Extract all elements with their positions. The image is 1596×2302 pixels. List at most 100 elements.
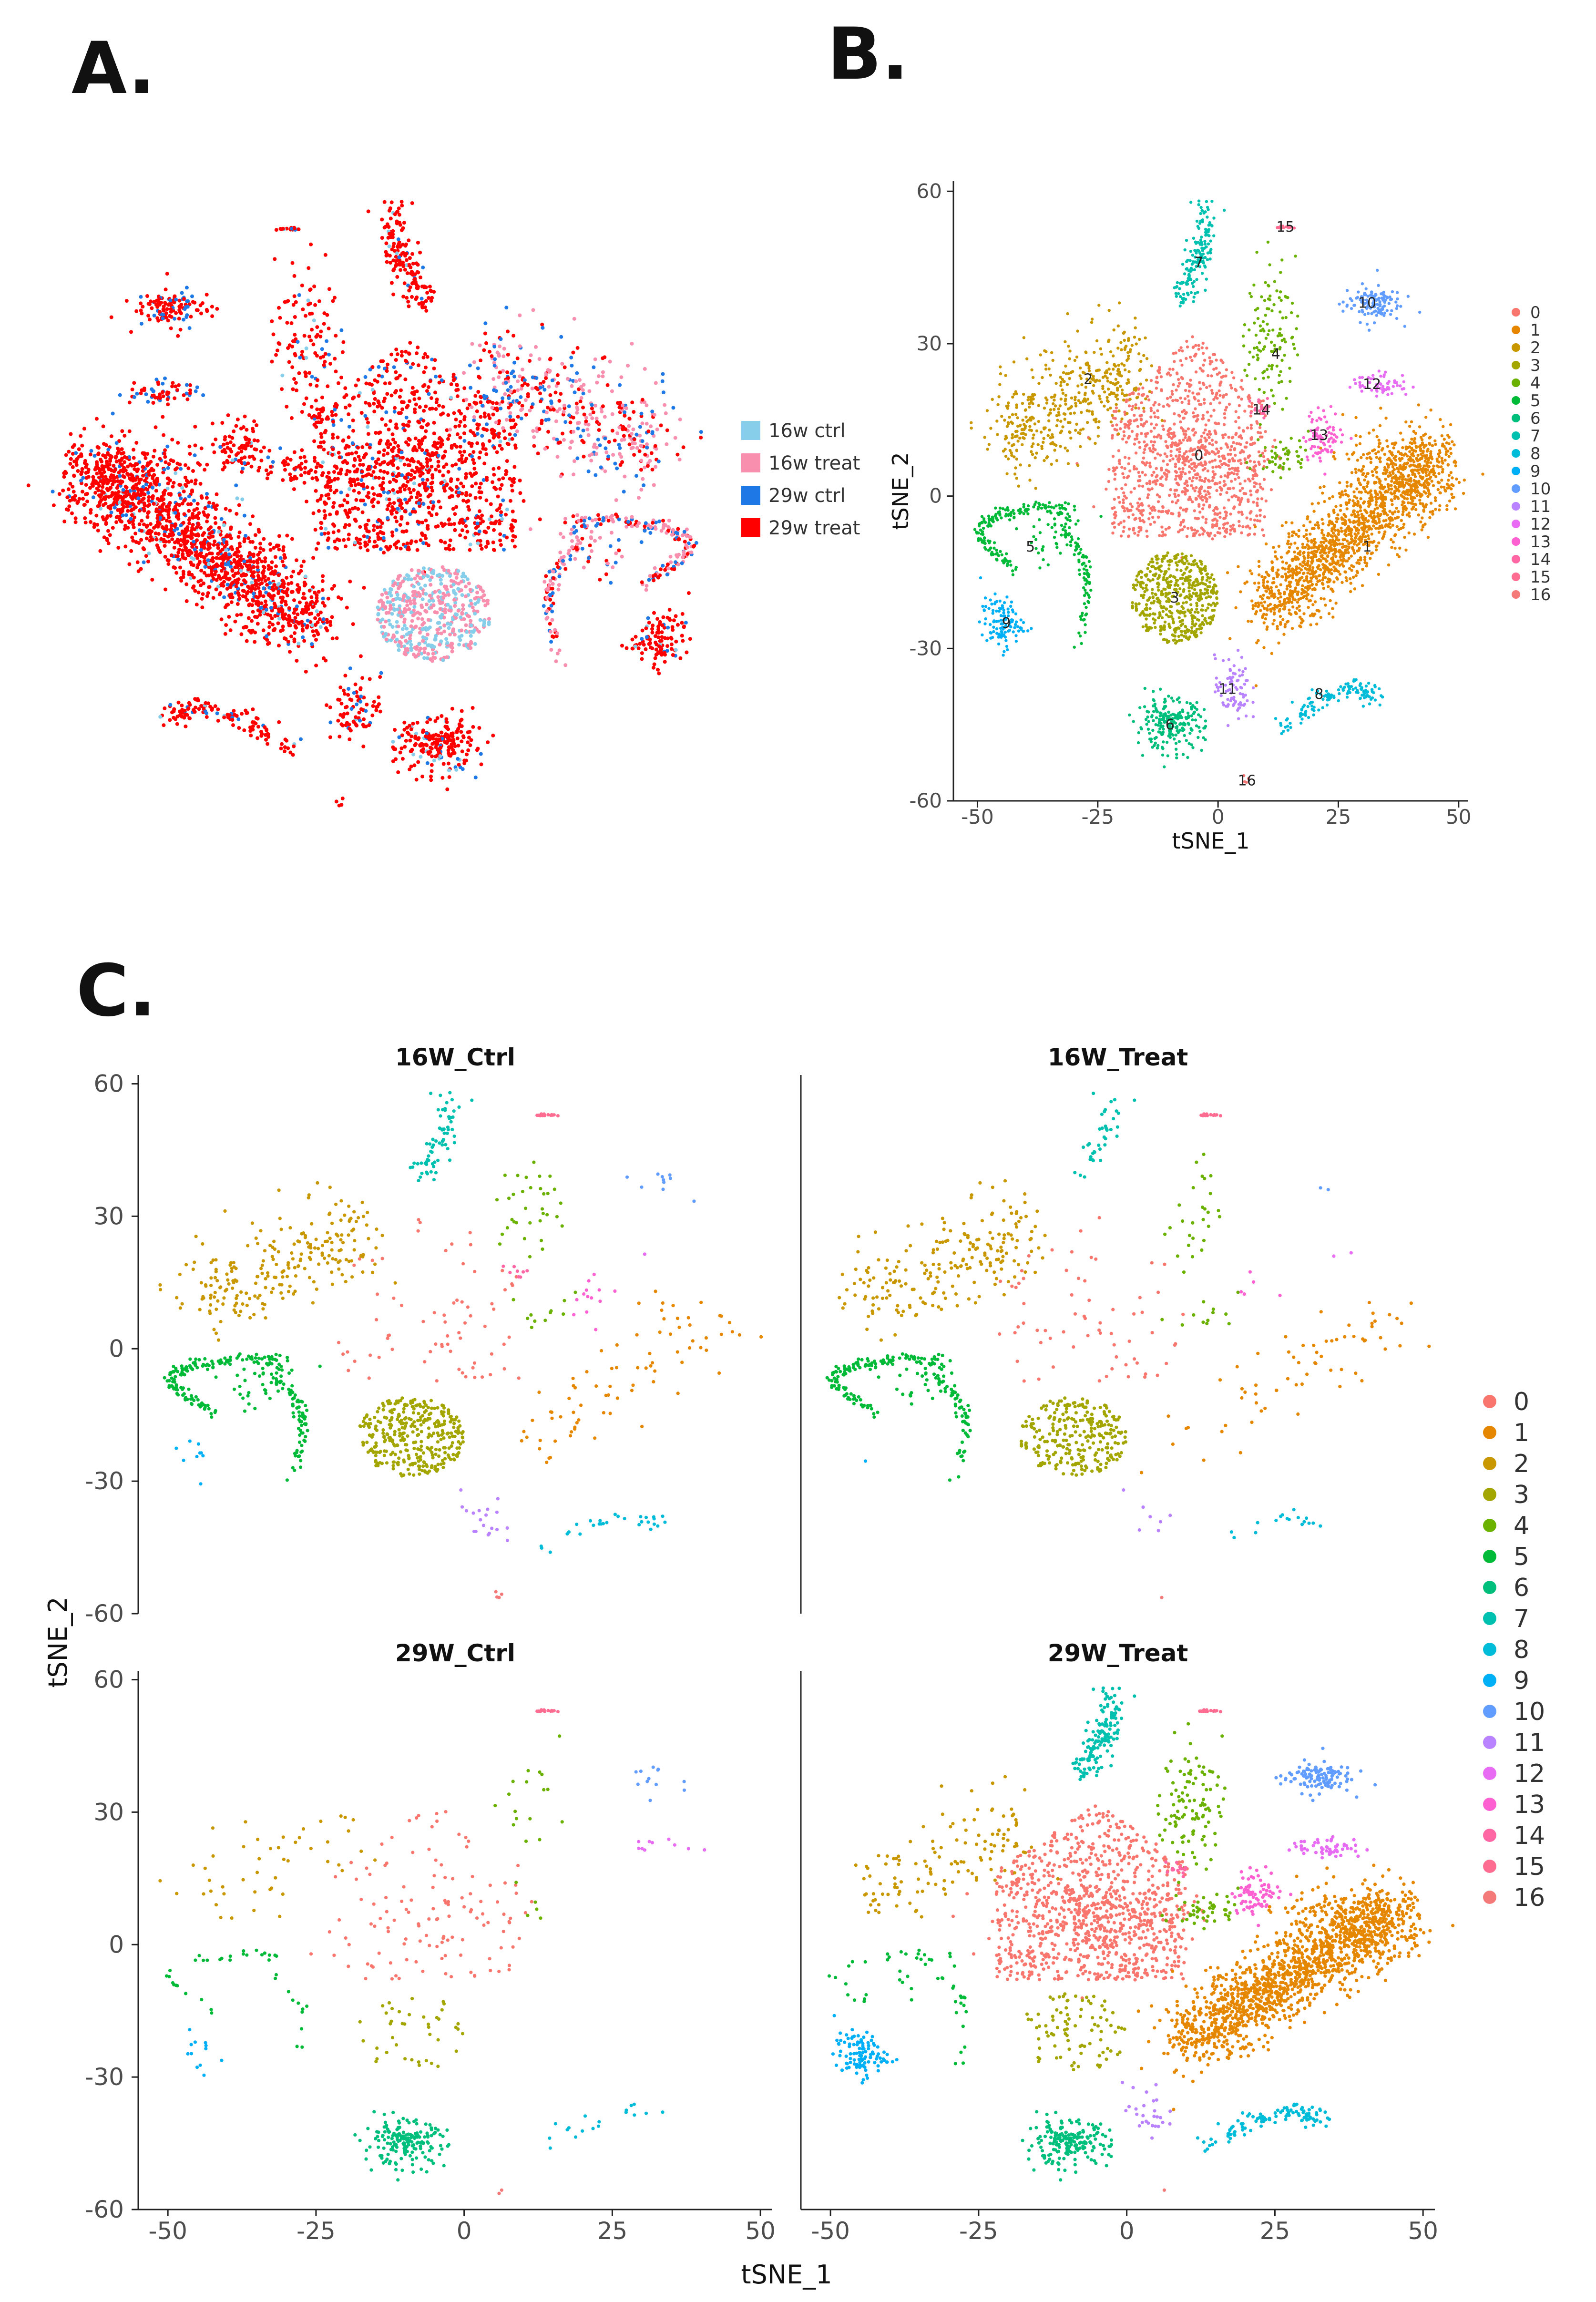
data-point bbox=[191, 522, 195, 527]
data-point bbox=[623, 414, 627, 418]
data-point bbox=[483, 415, 487, 419]
data-point bbox=[544, 376, 548, 380]
data-point bbox=[344, 405, 348, 409]
data-point bbox=[363, 541, 368, 544]
data-point bbox=[63, 470, 67, 474]
data-point bbox=[187, 573, 191, 577]
data-point bbox=[294, 620, 298, 624]
data-point bbox=[195, 308, 200, 312]
data-point bbox=[135, 560, 140, 564]
data-point bbox=[209, 525, 213, 530]
data-point bbox=[645, 421, 649, 426]
data-point bbox=[214, 570, 218, 573]
data-point bbox=[575, 421, 580, 425]
data-point bbox=[460, 709, 464, 713]
data-point bbox=[463, 574, 467, 579]
data-point bbox=[245, 625, 249, 629]
data-point bbox=[382, 399, 386, 403]
data-point bbox=[262, 586, 266, 590]
data-point bbox=[196, 522, 200, 526]
data-point bbox=[97, 475, 101, 480]
data-point bbox=[276, 591, 280, 595]
data-point bbox=[384, 632, 388, 636]
data-point bbox=[319, 435, 324, 439]
data-point bbox=[322, 509, 327, 513]
data-point bbox=[552, 576, 556, 580]
data-point bbox=[175, 539, 179, 543]
data-point bbox=[389, 593, 393, 598]
data-point bbox=[395, 219, 399, 224]
data-point bbox=[553, 628, 557, 632]
data-point bbox=[202, 706, 206, 711]
data-point bbox=[293, 333, 297, 337]
data-point bbox=[421, 266, 425, 270]
data-point bbox=[480, 513, 484, 518]
data-point bbox=[112, 464, 116, 468]
data-point bbox=[386, 491, 390, 495]
data-point bbox=[676, 527, 680, 531]
data-point bbox=[145, 488, 150, 492]
data-point bbox=[187, 494, 191, 499]
data-point bbox=[526, 394, 530, 399]
data-point bbox=[430, 769, 434, 773]
data-point bbox=[545, 609, 549, 613]
data-point bbox=[395, 453, 399, 458]
data-point bbox=[443, 522, 447, 526]
data-point bbox=[214, 521, 218, 525]
data-point bbox=[225, 576, 229, 581]
data-point bbox=[472, 467, 477, 471]
data-point bbox=[207, 546, 212, 550]
data-point bbox=[446, 748, 450, 752]
data-point bbox=[88, 452, 92, 457]
data-point bbox=[309, 595, 314, 599]
data-point bbox=[154, 537, 159, 542]
data-point bbox=[72, 474, 76, 478]
data-point bbox=[669, 635, 673, 640]
data-point bbox=[464, 398, 469, 402]
data-point bbox=[419, 297, 424, 301]
data-point bbox=[425, 603, 429, 606]
data-point bbox=[160, 503, 164, 507]
data-point bbox=[132, 456, 136, 460]
data-point bbox=[272, 602, 276, 606]
data-point bbox=[193, 300, 197, 305]
data-point bbox=[512, 360, 517, 365]
data-point bbox=[491, 521, 495, 525]
data-point bbox=[196, 532, 200, 536]
data-point bbox=[544, 574, 548, 578]
data-point bbox=[305, 601, 309, 605]
data-point bbox=[240, 470, 244, 474]
data-point bbox=[231, 723, 235, 727]
data-point bbox=[81, 497, 85, 501]
data-point bbox=[199, 526, 203, 530]
data-point bbox=[146, 399, 150, 404]
data-point bbox=[485, 475, 489, 480]
data-point bbox=[418, 445, 422, 450]
data-point bbox=[389, 419, 392, 423]
data-point bbox=[463, 476, 468, 480]
data-point bbox=[108, 533, 112, 537]
data-point bbox=[165, 307, 169, 311]
panel-b-letter: B. bbox=[827, 13, 909, 96]
data-point bbox=[442, 486, 446, 490]
data-point bbox=[386, 451, 390, 456]
data-point bbox=[404, 529, 409, 533]
data-point bbox=[408, 463, 412, 467]
data-point bbox=[447, 433, 451, 438]
data-point bbox=[581, 405, 585, 409]
data-point bbox=[650, 627, 655, 631]
data-point bbox=[404, 252, 409, 256]
data-point bbox=[152, 473, 156, 477]
data-point bbox=[387, 428, 391, 431]
data-point bbox=[468, 542, 472, 547]
data-point bbox=[432, 645, 436, 649]
data-point bbox=[575, 513, 580, 517]
data-point bbox=[644, 588, 648, 592]
data-point bbox=[295, 604, 299, 609]
data-point bbox=[465, 630, 469, 634]
data-point bbox=[276, 573, 281, 577]
data-point bbox=[175, 554, 180, 558]
data-point bbox=[409, 568, 414, 572]
data-point bbox=[152, 501, 156, 506]
data-point bbox=[428, 657, 432, 661]
